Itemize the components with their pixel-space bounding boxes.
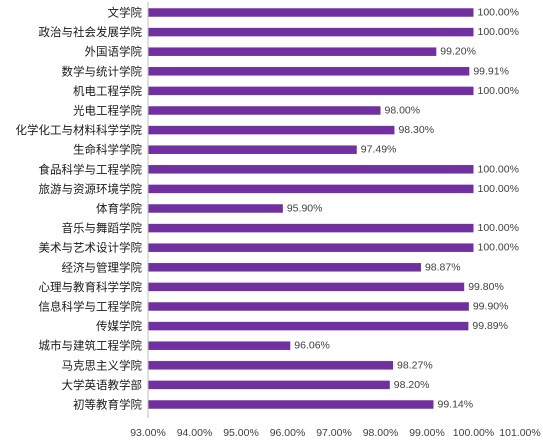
category-label: 文学院 [108,6,143,20]
value-labels: 100.00%100.00%99.20%99.91%100.00%98.00%9… [287,7,519,411]
category-label: 光电工程学院 [73,104,142,118]
bar [148,321,469,331]
category-label: 旅游与资源环境学院 [39,182,143,196]
bar [148,223,474,233]
x-tick-label: 100.00% [453,427,494,439]
data-label: 100.00% [478,85,519,97]
category-label: 生命科学学院 [73,143,142,157]
category-label: 机电工程学院 [73,84,142,98]
category-label: 传媒学院 [96,319,142,333]
data-label: 96.06% [294,340,330,352]
category-label: 体育学院 [96,202,142,216]
x-tick-label: 101.00% [499,427,540,439]
data-label: 99.20% [440,46,476,58]
x-tick-label: 99.00% [409,427,445,439]
category-label: 心理与教育科学学院 [39,280,143,294]
bar [148,184,474,194]
data-label: 99.89% [472,320,508,332]
data-label: 98.20% [394,379,430,391]
bar [148,106,381,115]
category-label: 数学与统计学院 [62,64,143,78]
data-label: 100.00% [478,7,519,19]
bar [148,204,283,213]
x-tick-label: 93.00% [130,427,166,439]
data-label: 100.00% [478,242,519,254]
category-label: 外国语学院 [85,45,143,59]
bar [148,380,390,390]
data-label: 99.14% [438,399,474,411]
bar [148,8,474,17]
bar [148,145,357,154]
data-label: 99.91% [473,65,509,77]
data-label: 100.00% [478,222,519,234]
data-label: 100.00% [478,26,519,38]
bar [148,86,474,96]
x-tick-label: 98.00% [363,427,399,439]
x-tick-label: 96.00% [270,427,306,439]
x-tick-label: 94.00% [177,427,213,439]
data-label: 98.87% [425,261,461,273]
category-label: 城市与建筑工程学院 [39,339,143,353]
bars-layer [148,8,474,409]
bar [148,165,474,174]
data-label: 99.90% [473,301,509,313]
data-label: 95.90% [287,203,323,215]
data-label: 98.30% [398,124,434,136]
category-label: 经济与管理学院 [62,260,143,274]
data-label: 99.80% [468,281,504,293]
x-tick-label: 95.00% [223,427,259,439]
x-tick-label: 97.00% [316,427,352,439]
bar [148,67,470,76]
category-label: 音乐与舞蹈学院 [62,221,143,235]
category-label: 食品科学与工程学院 [39,162,143,176]
category-label: 美术与艺术设计学院 [39,241,143,255]
bar [148,27,474,37]
bar [148,302,469,311]
bar [148,400,434,409]
category-label: 马克思主义学院 [62,358,143,372]
x-axis-ticks: 93.00% 94.00% 95.00% 96.00% 97.00% 98.00% 99.0… [130,427,541,439]
bar [148,361,394,370]
bar [148,243,474,252]
bar [148,263,421,272]
data-label: 100.00% [478,183,519,195]
bar [148,282,465,292]
category-label: 政治与社会发展学院 [39,25,143,39]
data-label: 98.27% [397,359,433,371]
bar [148,125,395,135]
bar [148,47,437,56]
bar [148,341,291,350]
category-label: 化学化工与材料科学学院 [16,123,143,137]
category-label: 信息科学与工程学院 [39,300,143,314]
data-label: 100.00% [478,163,519,175]
category-label: 初等教育学院 [73,398,142,412]
category-label: 大学英语教学部 [62,378,143,392]
category-labels: 文学院政治与社会发展学院外国语学院数学与统计学院机电工程学院光电工程学院化学化工… [16,6,143,412]
data-label: 98.00% [385,105,421,117]
data-label: 97.49% [361,144,397,156]
